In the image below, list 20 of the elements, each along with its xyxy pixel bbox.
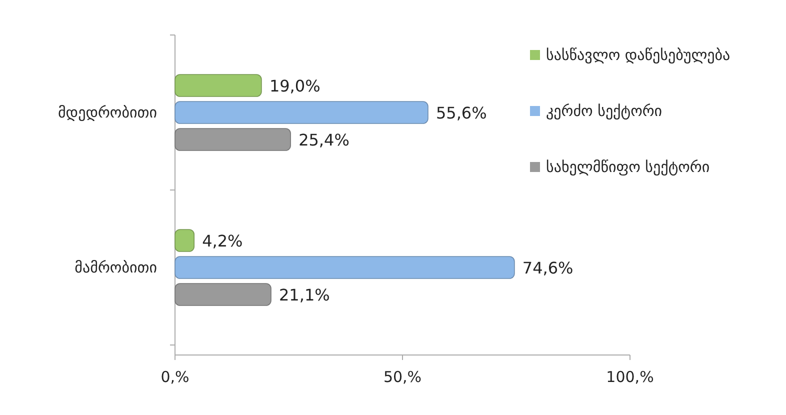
bar [174, 74, 262, 97]
bar [174, 256, 515, 279]
data-label: 25,4% [298, 130, 350, 150]
data-label: 19,0% [269, 76, 320, 96]
data-label: 74,6% [522, 258, 574, 278]
x-tick-label: 0,% [160, 368, 190, 386]
bar [174, 283, 272, 306]
legend-label: კერძო სექტორი [546, 102, 662, 120]
data-label: 21,1% [279, 286, 330, 304]
legend-label: სახელმწიფო სექტორი [546, 158, 710, 176]
data-label: 4,2% [202, 232, 243, 250]
bar [174, 101, 428, 124]
y-tick-label: მამრობითი [74, 258, 158, 276]
legend-label: სასწავლო დაწესებულება [546, 46, 730, 64]
x-tick-label: 50,% [383, 368, 422, 386]
x-tick-label: 100,% [606, 368, 654, 386]
bar [174, 229, 195, 252]
y-tick-label: მდედრობითი [58, 104, 158, 122]
data-label: 55,6% [436, 104, 487, 122]
bar [174, 128, 291, 151]
